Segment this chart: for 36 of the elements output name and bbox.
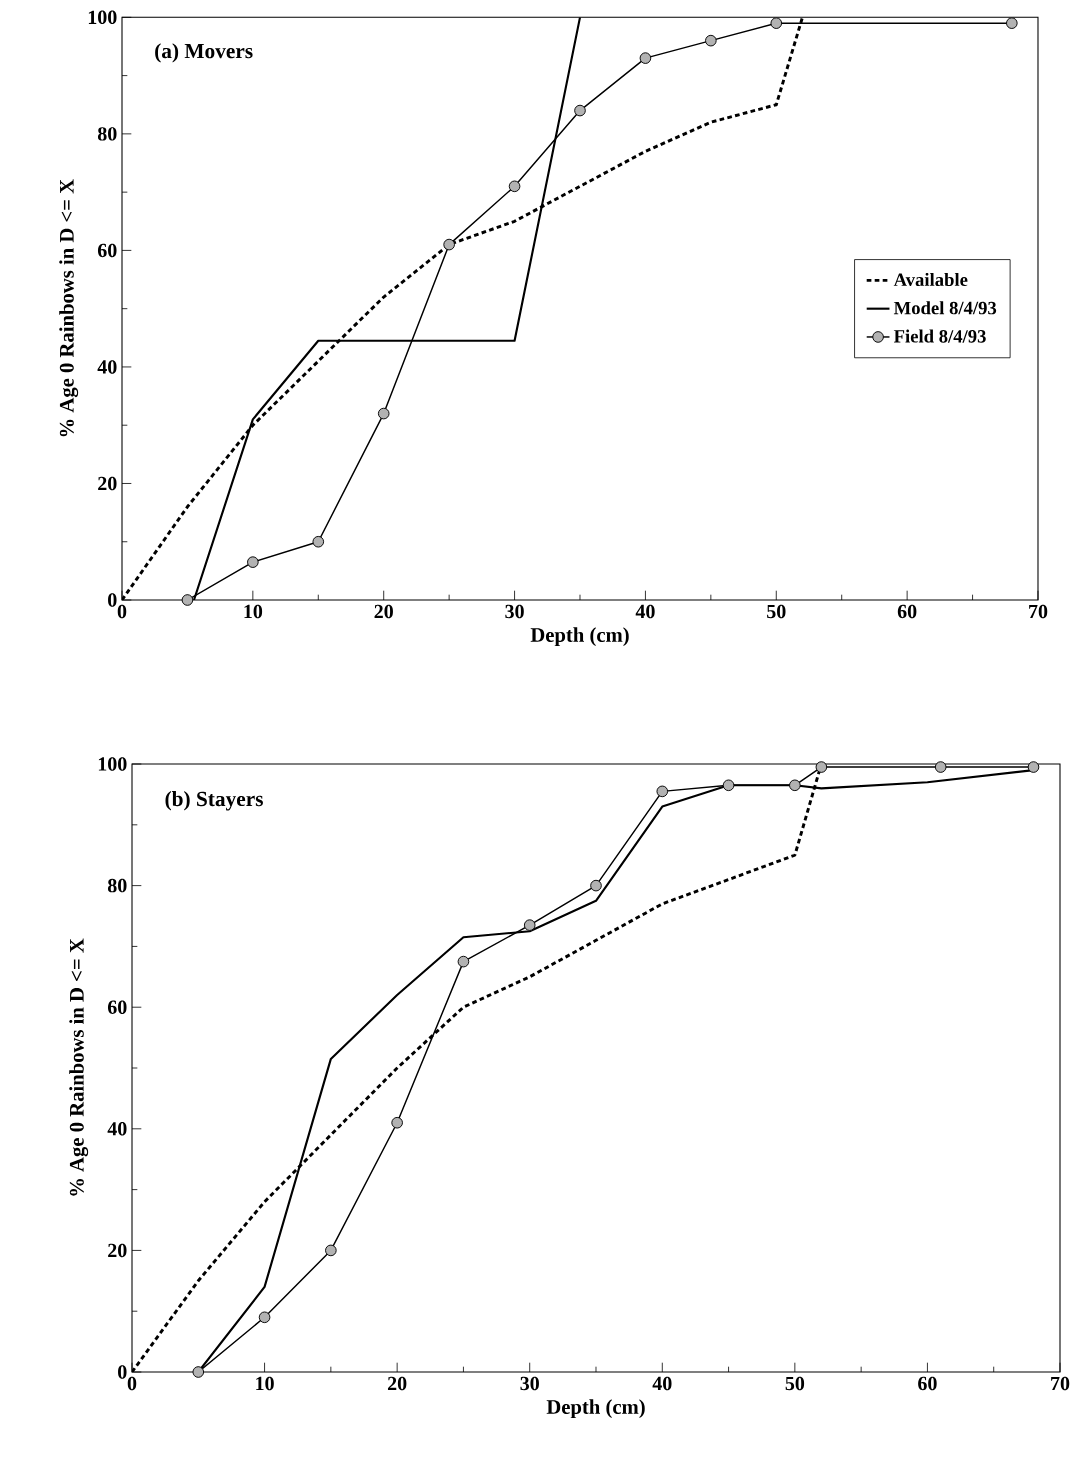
x-tick-label: 70 <box>1051 1376 1070 1391</box>
x-tick-label: 40 <box>635 604 655 619</box>
y-tick-label: 40 <box>107 1122 127 1136</box>
y-tick-label: 80 <box>107 878 127 893</box>
text: (b) Stayers <box>165 791 263 811</box>
legend-label: Field 8/4/93 <box>893 329 986 343</box>
y-tick-label: 60 <box>97 243 117 258</box>
y-tick-label: 100 <box>88 10 117 25</box>
x-tick-label: 10 <box>244 604 263 619</box>
y-tick-label: 20 <box>98 476 117 491</box>
x-tick-label: 50 <box>767 604 786 619</box>
y-tick-label: 100 <box>98 757 127 771</box>
x-tick-label: 50 <box>785 1376 805 1391</box>
x-tick-label: 30 <box>520 1376 539 1391</box>
legend-label: Available <box>893 272 968 287</box>
y-tick-label: 0 <box>118 1365 127 1379</box>
x-axis-title: Depth (cm) <box>530 627 629 647</box>
y-tick-label: 40 <box>97 360 117 374</box>
x-tick-label: 20 <box>374 604 393 619</box>
text: (a) Movers <box>155 43 253 63</box>
x-tick-label: 40 <box>652 1376 672 1391</box>
legend-label: Model 8/4/93 <box>893 301 997 315</box>
x-tick-label: 0 <box>127 1376 137 1391</box>
y-tick-label: 60 <box>107 1000 127 1014</box>
y-tick-label: 80 <box>97 127 117 141</box>
x-tick-label: 30 <box>505 604 524 619</box>
x-axis-title: Depth (cm) <box>546 1399 645 1419</box>
y-tick-label: 20 <box>108 1243 127 1258</box>
y-axis-title: % Age 0 Rainbows in D <= X <box>69 938 89 1196</box>
x-tick-label: 60 <box>897 604 917 619</box>
x-tick-label: 70 <box>1029 604 1048 619</box>
x-tick-label: 20 <box>387 1376 407 1391</box>
x-tick-label: 10 <box>256 1376 274 1391</box>
x-tick-label: 60 <box>918 1376 937 1391</box>
y-tick-label: 0 <box>108 593 117 607</box>
y-axis-title: % Age 0 Rainbows in D <= X <box>59 179 79 437</box>
